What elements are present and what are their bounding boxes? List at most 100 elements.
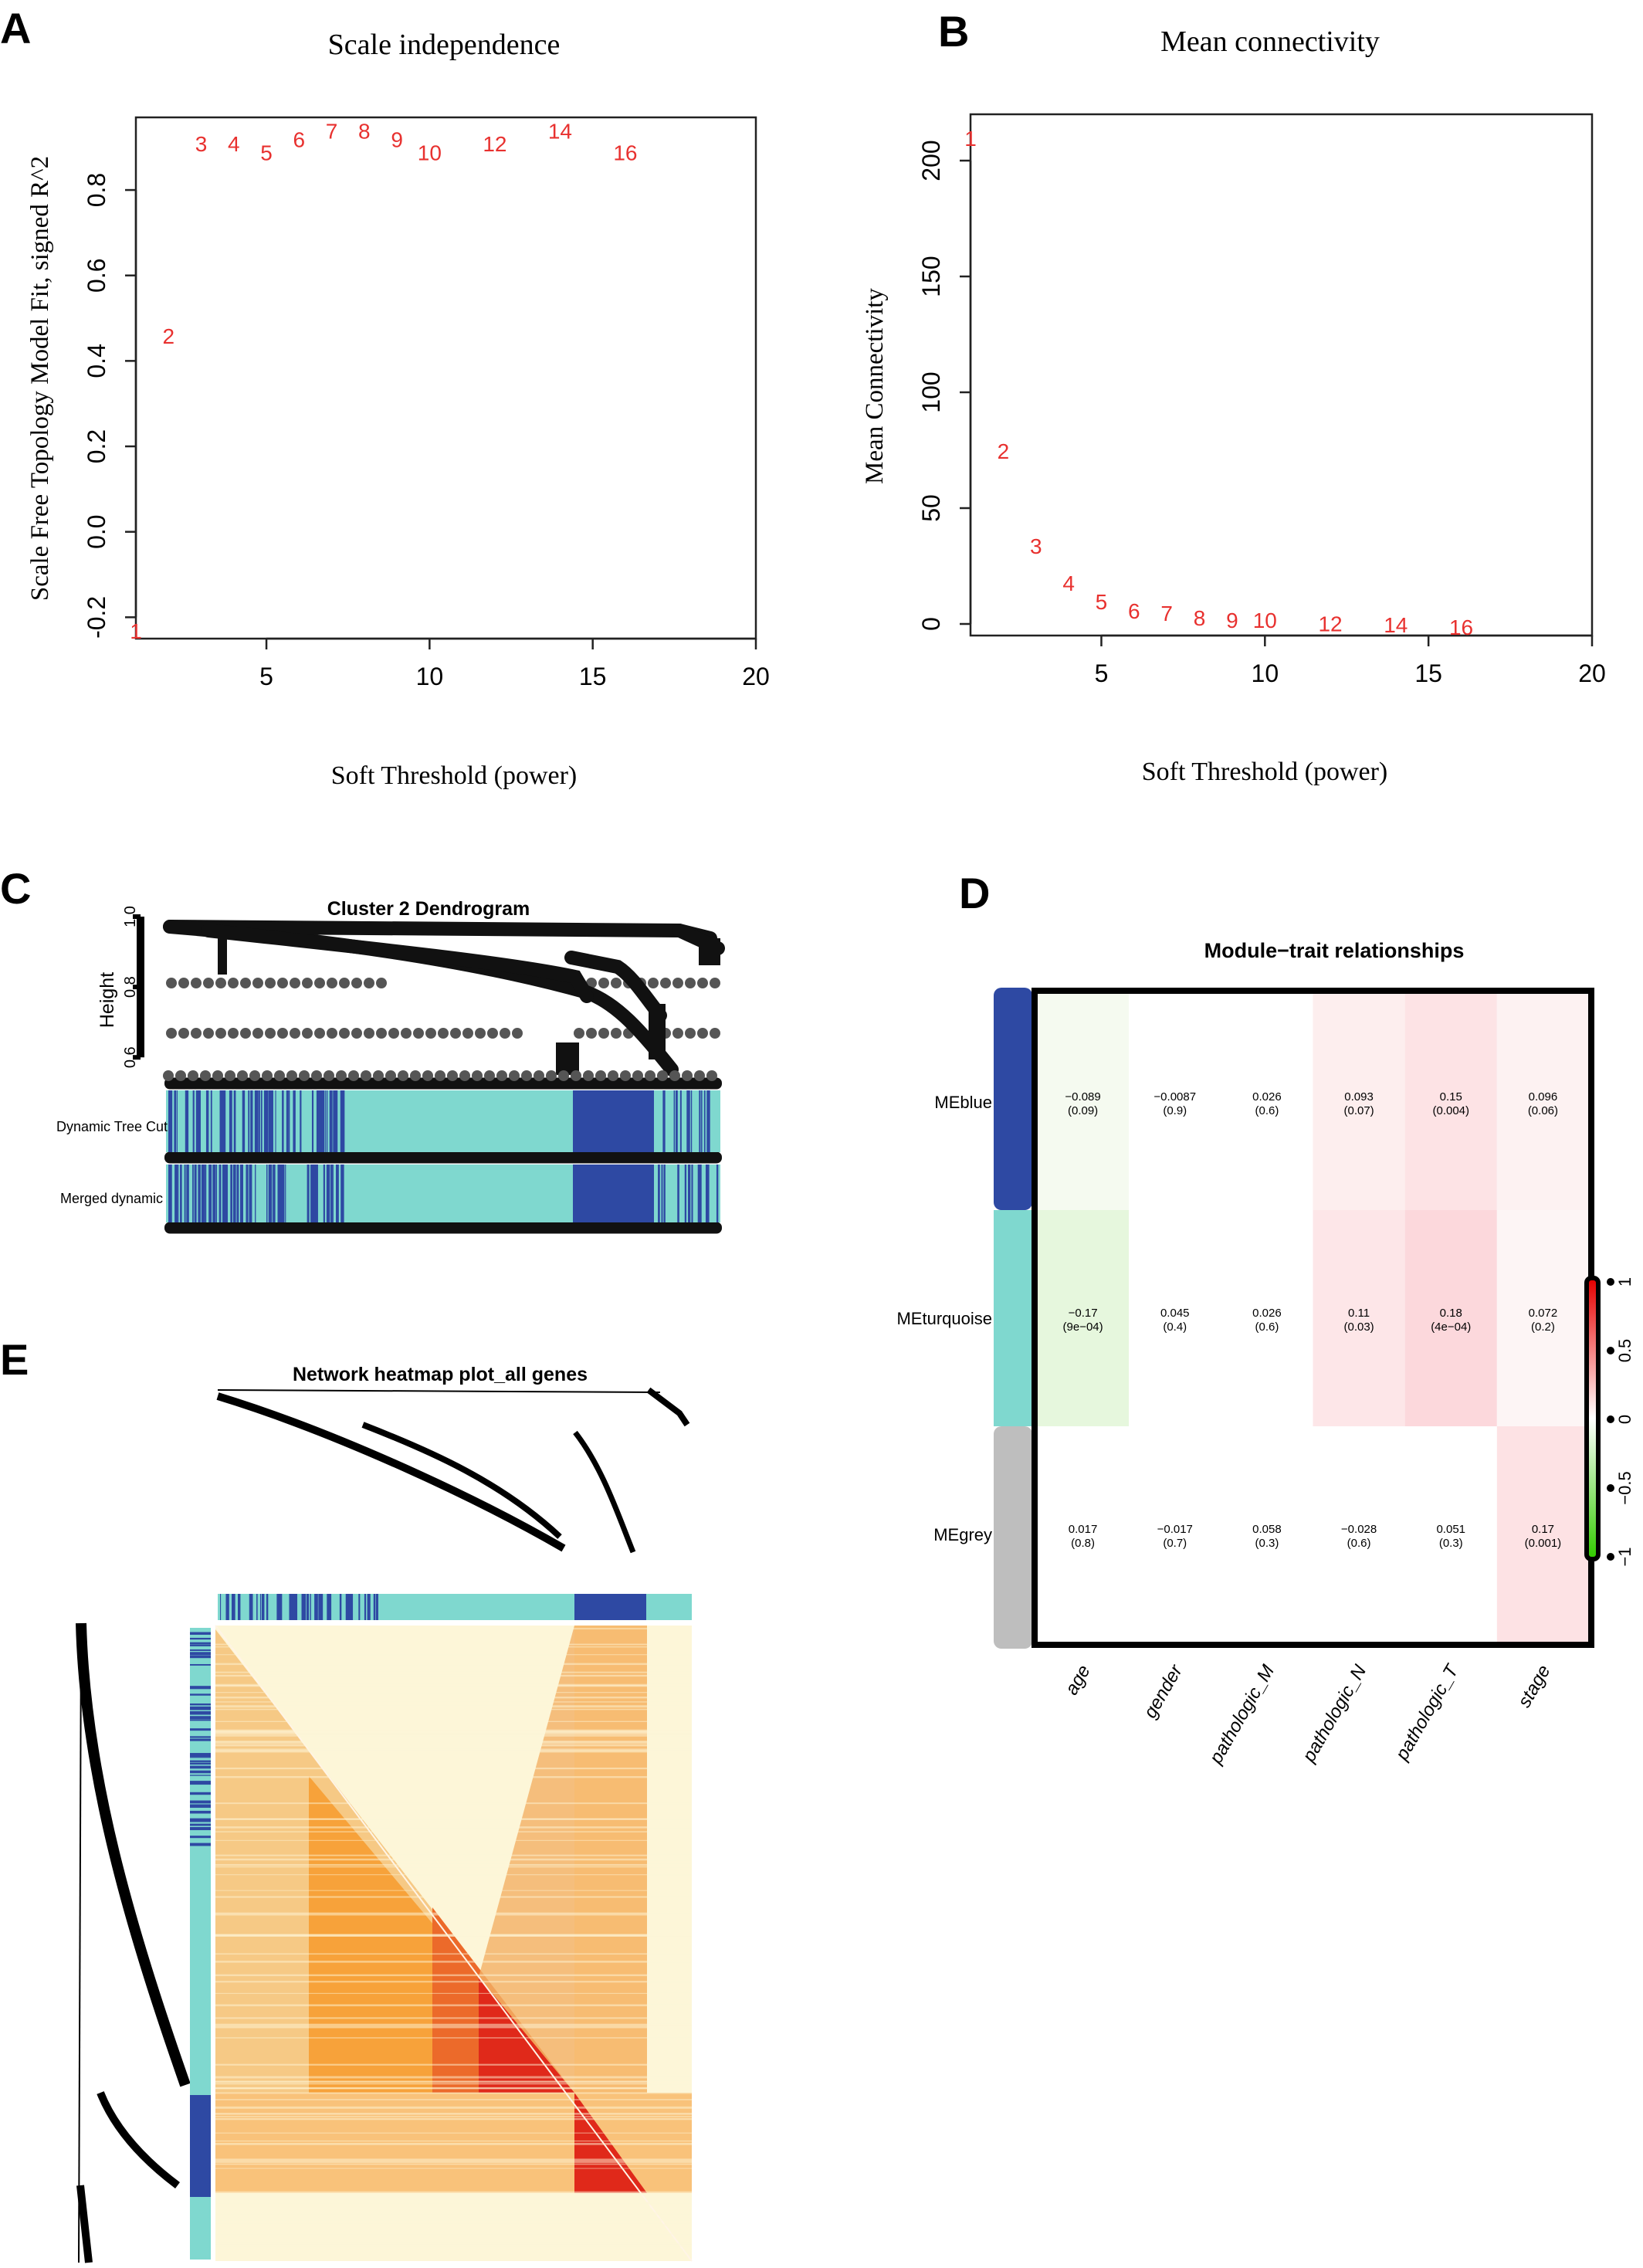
chart-d-cell-value: −0.089 xyxy=(1065,1090,1100,1103)
chart-c-gene-stripe xyxy=(210,1090,212,1152)
legend-tick-label: 0 xyxy=(1615,1415,1635,1424)
chart-d-cell-value: 0.058 xyxy=(1252,1523,1282,1536)
chart-d-cell xyxy=(1404,1210,1497,1426)
chart-e-heat-texture-line xyxy=(215,1692,692,1693)
chart-c-level-dot xyxy=(459,1070,470,1081)
chart-c-level-dot xyxy=(215,1028,226,1039)
chart-a-y-tick-label: 0.8 xyxy=(83,173,110,207)
chart-c-gene-stripe xyxy=(688,1165,691,1222)
chart-d-row-labels: MEblue MEturquoise MEgrey xyxy=(896,1093,992,1544)
chart-b-point-label: 3 xyxy=(1030,534,1042,558)
chart-e-left-bar-stripe xyxy=(190,1736,211,1738)
chart-b-point-label: 1 xyxy=(964,127,977,151)
chart-c-level-dot xyxy=(472,1070,483,1081)
chart-c-gene-stripe xyxy=(320,1090,322,1152)
chart-c-gene-stripe xyxy=(690,1090,693,1152)
chart-b-y-tick-label: 50 xyxy=(917,494,945,522)
chart-d-column-label: age xyxy=(1061,1662,1094,1699)
chart-c-gene-stripe xyxy=(255,1165,256,1222)
chart-e-top-bar-stripe xyxy=(339,1594,342,1620)
chart-b-point-label: 7 xyxy=(1160,602,1173,625)
legend-tick-label: 0.5 xyxy=(1615,1339,1635,1363)
chart-c-level-dot xyxy=(385,1070,396,1081)
chart-c-level-dot xyxy=(237,1070,248,1081)
chart-e-heat-texture-line xyxy=(215,2219,692,2221)
chart-d-cell-pvalue: (0.3) xyxy=(1255,1537,1279,1550)
chart-c-gene-stripe xyxy=(174,1165,178,1222)
chart-a-point-label: 4 xyxy=(228,132,240,156)
chart-e-heat-texture-line xyxy=(215,1819,692,1820)
chart-e-heat-texture-line xyxy=(215,2212,692,2215)
chart-c-gene-stripe xyxy=(212,1165,215,1222)
chart-e-heat-texture-line xyxy=(215,2161,692,2163)
chart-c-gene-stripe xyxy=(285,1165,286,1222)
chart-e-heat-texture-line xyxy=(215,2113,692,2115)
chart-c-gene-stripe xyxy=(334,1090,336,1152)
chart-d-cell-pvalue: (0.9) xyxy=(1163,1104,1187,1117)
chart-c-gene-stripe xyxy=(329,1090,333,1152)
chart-e-left-branch xyxy=(76,1622,191,2087)
chart-e-heat-texture-line xyxy=(215,2202,692,2204)
chart-c-level-dot xyxy=(512,1028,523,1039)
chart-c-level-dot xyxy=(645,1070,656,1081)
panel-b-mean-connectivity: B Mean connectivity 5 10 15 20 050100150200… xyxy=(861,7,1606,786)
chart-e-top-bar-stripe xyxy=(376,1594,378,1620)
panel-letter-a: A xyxy=(0,4,31,53)
chart-e-top-bar-stripe xyxy=(261,1594,265,1620)
chart-e-heat-texture-line xyxy=(215,2158,692,2161)
chart-e-heat-texture-line xyxy=(215,1701,692,1703)
chart-e-heat-texture-line xyxy=(215,2132,692,2134)
chart-e-left-bar-stripe xyxy=(190,1711,211,1714)
chart-c-gene-stripe xyxy=(286,1090,289,1152)
chart-e-heat-texture-line xyxy=(215,1896,692,1898)
chart-c-level-dot xyxy=(410,1070,421,1081)
chart-e-left-bar-stripe xyxy=(190,1712,211,1715)
chart-c-gene-stripe xyxy=(171,1090,173,1152)
chart-c-gene-stripe xyxy=(279,1165,283,1222)
chart-c-level-dot xyxy=(225,1070,235,1081)
legend-tick-mark xyxy=(1607,1553,1614,1561)
chart-c-level-dot xyxy=(228,978,239,988)
chart-c-gene-stripe xyxy=(256,1090,259,1152)
chart-c-gene-stripe xyxy=(271,1165,273,1222)
chart-e-top-module-bar xyxy=(218,1594,692,1620)
chart-c-gene-stripe xyxy=(687,1090,690,1152)
chart-e-heat-texture-line xyxy=(215,2117,692,2121)
chart-a-point-label: 6 xyxy=(293,128,306,152)
chart-e-heat-texture-line xyxy=(215,2017,692,2019)
chart-b-x-axis: 5 10 15 20 xyxy=(1095,634,1606,687)
chart-c-level-dot xyxy=(534,1070,544,1081)
chart-e-heat-texture-line xyxy=(215,1697,692,1699)
chart-c-level-dot xyxy=(228,1028,239,1039)
chart-e-heat-texture-line xyxy=(215,2168,692,2169)
legend-tick-label: 1 xyxy=(1615,1277,1635,1287)
chart-c-level-dot xyxy=(191,1028,202,1039)
chart-c-level-dot xyxy=(277,1028,288,1039)
chart-c-level-dot xyxy=(583,1070,594,1081)
chart-e-heat-texture-line xyxy=(215,2193,692,2195)
chart-e-left-branch xyxy=(97,2091,181,2188)
chart-a-point-label: 2 xyxy=(162,324,174,348)
chart-c-level-dot xyxy=(685,1028,696,1039)
chart-c-gene-stripe xyxy=(322,1090,325,1152)
chart-e-heat-texture-line xyxy=(215,1646,692,1648)
chart-e-top-bar-stripe xyxy=(314,1594,317,1620)
chart-e-heat-texture-line xyxy=(215,1733,692,1734)
chart-a-point-label: 7 xyxy=(326,120,338,144)
chart-c-y-tick-label: 1.0 xyxy=(122,906,139,927)
chart-d-cell xyxy=(1496,1426,1589,1643)
chart-c-level-dot xyxy=(682,1070,693,1081)
chart-e-heat-texture-line xyxy=(215,2037,692,2039)
chart-d-column-label: stage xyxy=(1514,1662,1555,1711)
chart-e-heat-texture-line xyxy=(215,2004,692,2007)
chart-d-column-label: pathologic_T xyxy=(1391,1659,1464,1764)
chart-c-blue-module-block xyxy=(573,1090,654,1152)
chart-c-gene-stripe xyxy=(246,1165,249,1222)
chart-a-y-tick-label: 0.2 xyxy=(83,429,110,463)
chart-c-gene-stripe xyxy=(198,1090,201,1152)
chart-e-heat-texture-line xyxy=(215,1802,692,1805)
chart-c-gene-stripe xyxy=(230,1165,233,1222)
chart-e-heat-texture-line xyxy=(215,1839,692,1841)
chart-e-left-bar-stripe xyxy=(190,1655,211,1659)
chart-d-row-color-swatch xyxy=(994,1210,1032,1426)
